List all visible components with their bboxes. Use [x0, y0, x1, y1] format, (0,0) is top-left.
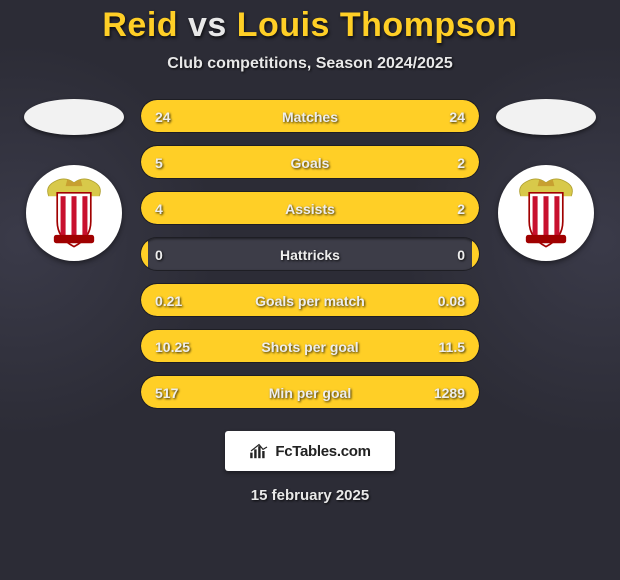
stat-label: Min per goal: [141, 376, 479, 409]
logo-text: FcTables.com: [275, 443, 370, 460]
page-title: Reid vs Louis Thompson: [102, 6, 517, 45]
stat-bar: 0.210.08Goals per match: [140, 283, 480, 317]
vs-separator: vs: [188, 6, 227, 44]
stats-column: 2424Matches 52Goals 42Assists 00Hattricks 0.…: [140, 99, 480, 409]
right-player-col: [496, 99, 596, 261]
stat-label: Hattricks: [141, 238, 479, 271]
stat-label: Shots per goal: [141, 330, 479, 363]
left-player-col: [24, 99, 124, 261]
stat-label: Matches: [141, 100, 479, 133]
player1-club-badge: [26, 165, 122, 261]
main-row: 2424Matches 52Goals 42Assists 00Hattricks 0.…: [0, 99, 620, 409]
date: 15 february 2025: [251, 487, 369, 504]
bar-chart-icon: [249, 443, 269, 459]
stat-label: Goals: [141, 146, 479, 179]
player2-avatar-placeholder: [496, 99, 596, 135]
club-crest-icon: [504, 171, 588, 255]
player1-avatar-placeholder: [24, 99, 124, 135]
player1-name: Reid: [102, 6, 178, 44]
stat-bar: 52Goals: [140, 145, 480, 179]
player2-name: Louis Thompson: [237, 6, 518, 44]
subtitle: Club competitions, Season 2024/2025: [167, 55, 452, 73]
stat-label: Goals per match: [141, 284, 479, 317]
stat-bar: 10.2511.5Shots per goal: [140, 329, 480, 363]
comparison-card: Reid vs Louis Thompson Club competitions…: [0, 0, 620, 580]
stat-label: Assists: [141, 192, 479, 225]
player2-club-badge: [498, 165, 594, 261]
stat-bar: 00Hattricks: [140, 237, 480, 271]
stat-bar: 2424Matches: [140, 99, 480, 133]
stat-bar: 5171289Min per goal: [140, 375, 480, 409]
club-crest-icon: [32, 171, 116, 255]
fctables-logo[interactable]: FcTables.com: [225, 431, 395, 471]
stat-bar: 42Assists: [140, 191, 480, 225]
